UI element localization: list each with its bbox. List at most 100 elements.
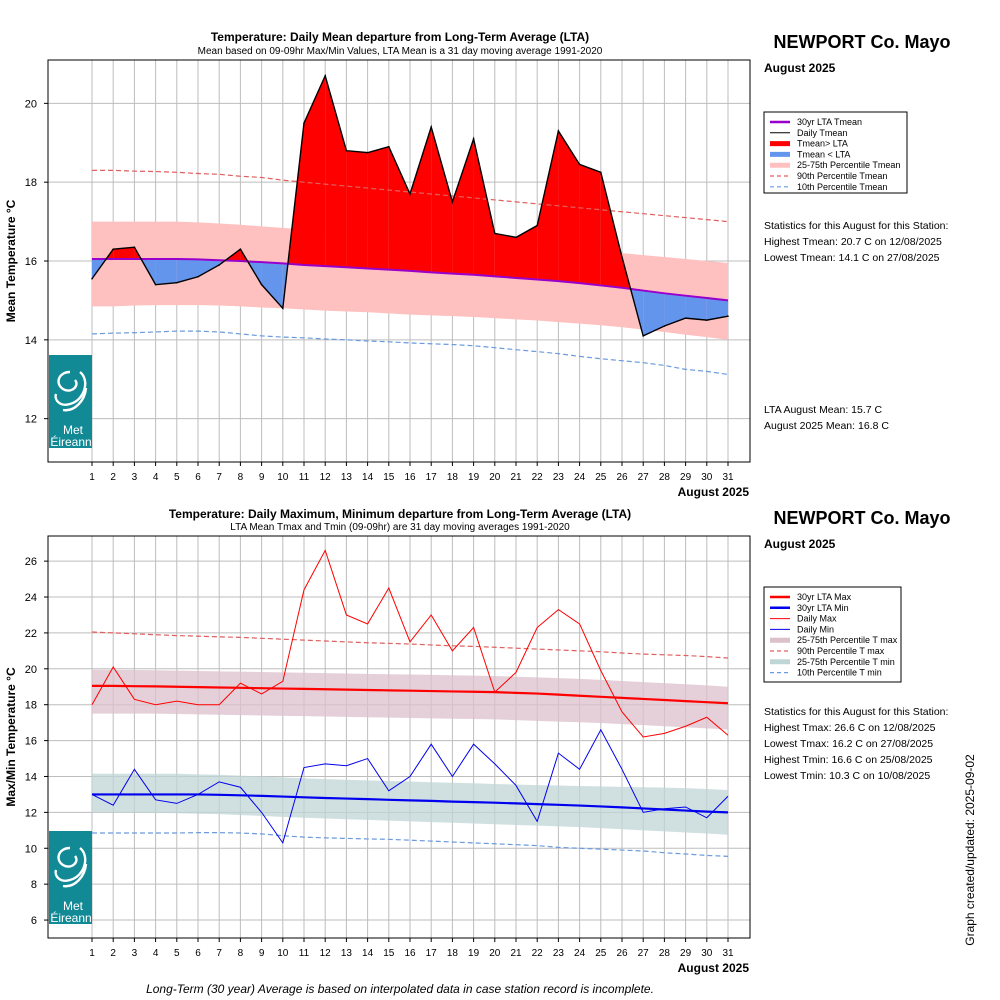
x-tick-label: 17 <box>426 948 438 959</box>
fill-below-lta <box>176 259 198 283</box>
legend-label-25-75th-percentile-tmean: 25-75th Percentile Tmean <box>797 160 900 170</box>
fill-above-lta <box>600 172 622 288</box>
top-station-name: NEWPORT Co. Mayo <box>773 32 950 52</box>
fill-below-lta <box>155 259 177 285</box>
x-tick-label: 16 <box>404 948 416 959</box>
x-tick-label: 1 <box>89 948 95 959</box>
fill-above-lta <box>558 130 580 284</box>
top-met-eireann-logo: Met Éireann <box>49 355 92 449</box>
x-tick-label: 14 <box>362 948 374 959</box>
top-y-ticks: 12 14 16 18 20 <box>25 98 48 426</box>
bottom-y-axis-label: Max/Min Temperature °C <box>4 667 18 807</box>
fill-above-lta <box>388 146 410 271</box>
x-tick-label: 22 <box>532 948 544 959</box>
daily-tmean-point <box>282 307 284 310</box>
fill-above-lta <box>494 233 516 278</box>
bottom-stat-lowest-tmax: Lowest Tmax: 16.2 C on 27/08/2025 <box>764 738 933 750</box>
x-tick-label: 13 <box>341 472 353 483</box>
x-tick-label: 7 <box>216 948 222 959</box>
legend-label-90th-percentile-tmean: 90th Percentile Tmean <box>797 171 887 181</box>
daily-tmean-point <box>260 283 263 286</box>
fill-below-lta <box>706 298 728 321</box>
x-tick-label: 14 <box>362 472 374 483</box>
x-tick-label: 3 <box>132 948 138 959</box>
x-tick-label: 20 <box>489 472 501 483</box>
x-tick-label: 19 <box>468 472 480 483</box>
daily-tmean-point <box>684 317 687 319</box>
x-tick-label: 13 <box>341 948 353 959</box>
daily-tmean-point <box>345 149 348 152</box>
x-tick-label: 29 <box>680 472 692 483</box>
daily-tmean-point <box>388 145 390 148</box>
fill-below-lta <box>643 290 665 336</box>
x-tick-label: 21 <box>510 472 522 483</box>
x-tick-label: 4 <box>153 948 159 959</box>
y-tick-label: 20 <box>25 98 37 110</box>
legend-label-daily-tmean: Daily Tmean <box>797 128 847 138</box>
top-series-lines <box>91 73 729 376</box>
top-stat-lowest: Lowest Tmean: 14.1 C on 27/08/2025 <box>764 252 940 264</box>
daily-tmean-point <box>472 138 475 140</box>
daily-tmean-point <box>494 232 496 235</box>
line-90th-percentile-tmean <box>92 169 729 223</box>
daily-tmean-point <box>239 248 242 250</box>
footer-note: Long-Term (30 year) Average is based on … <box>146 982 654 996</box>
fill-above-lta <box>113 247 135 260</box>
x-tick-label: 19 <box>468 948 480 959</box>
bottom-stat-highest-tmax: Highest Tmax: 26.6 C on 12/08/2025 <box>764 722 936 734</box>
bottom-y-ticks: 6 8 10 12 14 16 18 20 22 24 26 <box>25 556 48 927</box>
y-tick-label: 18 <box>25 177 37 189</box>
daily-tmean-point <box>451 201 454 203</box>
graph-updated-note: Graph created/updated: 2025-09-02 <box>963 754 977 946</box>
x-tick-label: 28 <box>659 948 671 959</box>
y-tick-label: 18 <box>25 700 37 712</box>
x-tick-label: 22 <box>532 472 544 483</box>
fill-below-lta <box>261 262 283 309</box>
logo-text-eireann: Éireann <box>50 434 91 449</box>
top-chart-subtitle: Mean based on 09-09hr Max/Min Values, LT… <box>198 46 603 57</box>
legend-label-10th-percentile-tmean: 10th Percentile Tmean <box>797 182 887 192</box>
top-x-axis-label: August 2025 <box>678 485 750 499</box>
x-tick-label: 24 <box>574 472 586 483</box>
y-tick-label: 24 <box>25 592 37 604</box>
y-tick-label: 20 <box>25 664 37 676</box>
logo-text-eireann: Éireann <box>50 910 91 925</box>
x-tick-label: 16 <box>404 472 416 483</box>
line-30yr-lta-tmean <box>92 258 729 302</box>
y-tick-label: 6 <box>31 915 37 927</box>
fill-above-lta <box>537 130 559 282</box>
x-tick-label: 20 <box>489 948 501 959</box>
legend-label-30yr-lta-tmean: 30yr LTA Tmean <box>797 117 862 127</box>
x-tick-label: 3 <box>132 472 138 483</box>
y-tick-label: 16 <box>25 256 37 268</box>
bottom-met-eireann-logo: Met Éireann <box>49 831 92 925</box>
x-tick-label: 8 <box>238 948 244 959</box>
x-tick-label: 21 <box>510 948 522 959</box>
daily-tmean-point <box>642 335 644 337</box>
bottom-chart-title: Temperature: Daily Maximum, Minimum depa… <box>169 507 631 521</box>
x-tick-label: 15 <box>383 472 395 483</box>
x-tick-label: 26 <box>616 472 628 483</box>
logo-text-met: Met <box>63 899 84 913</box>
x-tick-label: 31 <box>722 948 734 959</box>
top-departure-fill <box>92 75 728 336</box>
bottom-station-name: NEWPORT Co. Mayo <box>773 508 950 528</box>
y-tick-label: 16 <box>25 736 37 748</box>
fill-above-lta <box>579 164 601 286</box>
daily-tmean-point <box>706 319 708 321</box>
daily-tmean-point <box>621 256 623 258</box>
bottom-percentile-bands <box>92 669 728 835</box>
x-tick-label: 6 <box>195 472 201 483</box>
x-tick-label: 9 <box>259 472 265 483</box>
x-tick-label: 12 <box>320 948 332 959</box>
x-tick-label: 24 <box>574 948 586 959</box>
x-tick-label: 18 <box>447 948 459 959</box>
fill-above-lta <box>346 150 368 269</box>
x-tick-label: 27 <box>638 948 650 959</box>
bottom-stat-highest-tmin: Highest Tmin: 16.6 C on 25/08/2025 <box>764 754 933 766</box>
band-25-75th-percentile-t-max <box>92 669 728 730</box>
x-tick-label: 17 <box>426 472 438 483</box>
